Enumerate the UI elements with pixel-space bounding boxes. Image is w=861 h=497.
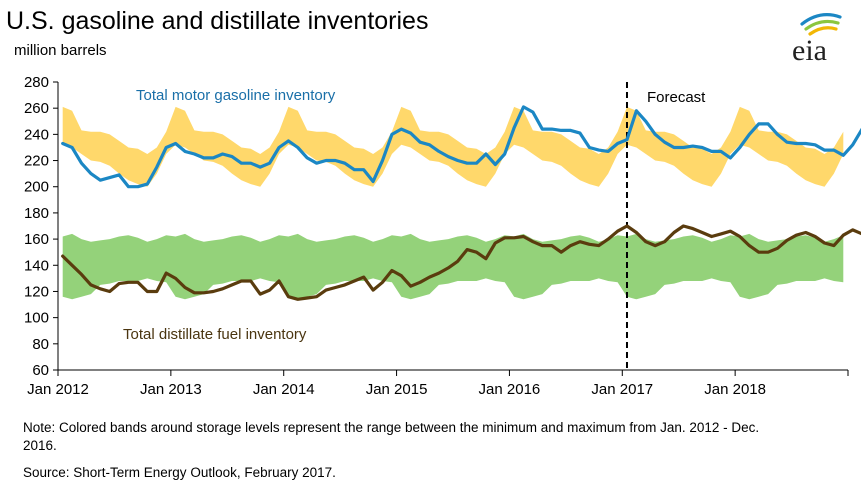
distillate-inventory-line <box>61 224 861 301</box>
y-tick-label: 100 <box>24 310 49 327</box>
y-tick-label: 80 <box>32 336 49 353</box>
logo-arc-blue <box>800 13 842 26</box>
series-lines <box>61 105 861 301</box>
logo-arc-yellow <box>808 26 838 36</box>
eia-logo: eia <box>792 13 842 64</box>
y-tick-label: 180 <box>24 205 49 222</box>
y-tick-label: 240 <box>24 126 49 143</box>
x-tick-label: Jan 2018 <box>704 381 766 398</box>
y-tick-label: 60 <box>32 362 49 379</box>
y-tick-label: 200 <box>24 179 49 196</box>
x-tick-label: Jan 2014 <box>253 381 315 398</box>
distillate-range-band <box>62 233 844 300</box>
y-tick-label: 280 <box>24 74 49 91</box>
x-tick-label: Jan 2013 <box>140 381 202 398</box>
y-tick-label: 160 <box>24 231 49 248</box>
x-tick-label: Jan 2012 <box>27 381 89 398</box>
chart-title: U.S. gasoline and distillate inventories <box>6 7 429 35</box>
y-tick-label: 120 <box>24 283 49 300</box>
axes: 60 80 100 120 140 160 180 200 220 240 260 280 Jan 20… <box>24 74 849 398</box>
forecast-label: Forecast <box>647 89 706 106</box>
chart-area: 60 80 100 120 140 160 180 200 220 240 260 280 Jan 20… <box>24 74 861 398</box>
distillate-series-label: Total distillate fuel inventory <box>123 326 307 343</box>
y-tick-label: 140 <box>24 257 49 274</box>
gasoline-series-label: Total motor gasoline inventory <box>136 87 336 104</box>
range-bands <box>62 106 844 300</box>
chart-annotations: Forecast Total motor gasoline inventory To… <box>123 87 706 343</box>
logo-arc-green <box>804 19 840 31</box>
y-tick-label: 260 <box>24 100 49 117</box>
x-tick-label: Jan 2017 <box>591 381 653 398</box>
x-tick-label: Jan 2015 <box>366 381 428 398</box>
chart-subtitle: million barrels <box>14 42 107 59</box>
chart-note: Note: Colored bands around storage level… <box>23 420 760 453</box>
gasoline-inventory-line <box>61 105 861 189</box>
chart-source: Source: Short-Term Energy Outlook, Febru… <box>23 465 336 480</box>
y-tick-label: 220 <box>24 153 49 170</box>
x-tick-label: Jan 2016 <box>479 381 541 398</box>
logo-text: eia <box>792 34 827 64</box>
